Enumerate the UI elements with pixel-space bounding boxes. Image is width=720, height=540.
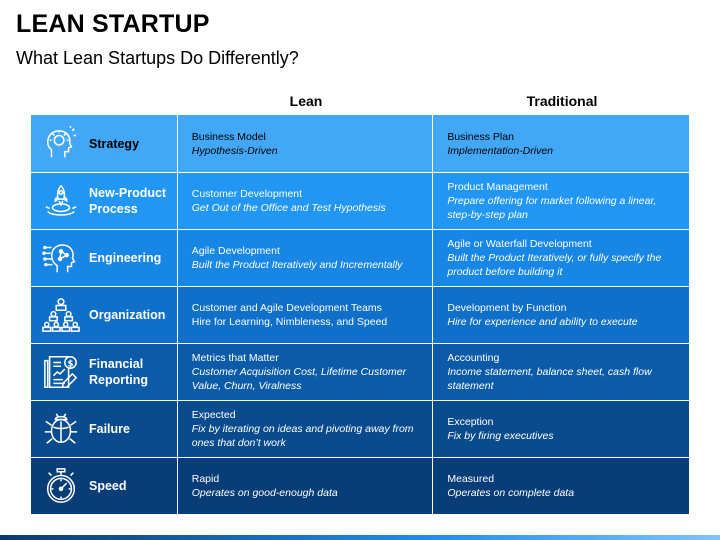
table-row: Strategy Business Model Hypothesis-Drive…: [31, 115, 689, 173]
row-label: Engineering: [89, 251, 162, 265]
traditional-description: Built the Product Iteratively, or fully …: [447, 252, 662, 278]
row-label: Organization: [89, 308, 166, 322]
comparison-table: Strategy Business Model Hypothesis-Drive…: [31, 115, 689, 514]
traditional-description: Fix by firing executives: [447, 430, 554, 442]
table-row: New-Product Process Customer Development…: [31, 173, 689, 230]
lean-cell: Metrics that Matter Customer Acquisition…: [178, 344, 434, 400]
table-row: Engineering Agile Development Built the …: [31, 230, 689, 287]
lean-description: Hire for Learning, Nimbleness, and Speed: [191, 316, 388, 328]
lean-heading: Metrics that Matter: [191, 352, 279, 364]
bug-icon: [39, 407, 83, 451]
table-row: Speed Rapid Operates on good-enough data…: [31, 458, 689, 514]
traditional-cell: Accounting Income statement, balance she…: [433, 344, 689, 400]
ai-head-icon: [39, 236, 83, 280]
traditional-description: Prepare offering for market following a …: [447, 195, 657, 221]
lean-description: Operates on good-enough data: [191, 487, 338, 499]
lean-heading: Customer Development: [191, 188, 303, 200]
row-label: Financial Reporting: [89, 357, 149, 387]
lean-description: Fix by iterating on ideas and pivoting a…: [191, 423, 414, 449]
rocket-launch-icon: [39, 179, 83, 223]
traditional-description: Hire for experience and ability to execu…: [447, 316, 638, 328]
row-label-cell: New-Product Process: [31, 173, 178, 229]
lean-cell: Agile Development Built the Product Iter…: [178, 230, 434, 286]
lean-cell: Expected Fix by iterating on ideas and p…: [178, 401, 434, 457]
row-label: Speed: [89, 479, 127, 493]
lean-heading: Business Model: [191, 130, 266, 143]
traditional-cell: Development by Function Hire for experie…: [433, 287, 689, 343]
traditional-cell: Agile or Waterfall Development Built the…: [433, 230, 689, 286]
lean-description: Get Out of the Office and Test Hypothesi…: [191, 202, 386, 214]
lean-cell: Business Model Hypothesis-Driven: [178, 115, 434, 172]
page-subtitle: What Lean Startups Do Differently?: [16, 48, 299, 68]
traditional-cell: Measured Operates on complete data: [433, 458, 689, 514]
traditional-heading: Accounting: [447, 352, 500, 364]
row-label-cell: Speed: [31, 458, 178, 514]
lean-heading: Agile Development: [191, 245, 280, 257]
brain-idea-icon: [39, 122, 83, 166]
lean-cell: Customer Development Get Out of the Offi…: [178, 173, 434, 229]
table-row: Organization Customer and Agile Developm…: [31, 287, 689, 344]
row-label: Failure: [89, 422, 130, 436]
traditional-description: Operates on complete data: [447, 487, 575, 499]
row-label-cell: Failure: [31, 401, 178, 457]
lean-description: Hypothesis-Driven: [191, 144, 278, 157]
traditional-description: Income statement, balance sheet, cash fl…: [447, 366, 652, 392]
lean-description: Built the Product Iteratively and Increm…: [191, 259, 403, 271]
lean-heading: Expected: [191, 409, 236, 421]
table-row: $ Financial Reporting Metrics that Matte…: [31, 344, 689, 401]
row-label-cell: Organization: [31, 287, 178, 343]
financial-report-icon: $: [39, 350, 83, 394]
footer-accent-bar: [0, 535, 720, 540]
row-label: New-Product Process: [89, 186, 167, 216]
traditional-cell: Exception Fix by firing executives: [433, 401, 689, 457]
lean-heading: Customer and Agile Development Teams: [191, 302, 382, 314]
traditional-heading: Development by Function: [447, 302, 567, 314]
row-label-cell: Engineering: [31, 230, 178, 286]
traditional-cell: Business Plan Implementation-Driven: [433, 115, 689, 172]
traditional-heading: Business Plan: [447, 130, 514, 143]
lean-cell: Customer and Agile Development Teams Hir…: [178, 287, 434, 343]
traditional-heading: Exception: [447, 416, 494, 428]
row-label-cell: Strategy: [31, 115, 178, 172]
traditional-heading: Measured: [447, 473, 495, 485]
lean-cell: Rapid Operates on good-enough data: [178, 458, 434, 514]
stopwatch-icon: [39, 464, 83, 508]
column-header-lean: Lean: [289, 93, 323, 109]
traditional-description: Implementation-Driven: [447, 144, 554, 157]
svg-text:$: $: [68, 359, 74, 369]
org-chart-icon: [39, 293, 83, 337]
lean-description: Customer Acquisition Cost, Lifetime Cust…: [191, 366, 407, 392]
row-label-cell: $ Financial Reporting: [31, 344, 178, 400]
traditional-heading: Product Management: [447, 181, 548, 193]
column-header-traditional: Traditional: [526, 93, 598, 109]
table-row: Failure Expected Fix by iterating on ide…: [31, 401, 689, 458]
row-label: Strategy: [89, 136, 140, 151]
traditional-heading: Agile or Waterfall Development: [447, 238, 592, 250]
page-title: LEAN STARTUP: [16, 10, 210, 38]
lean-heading: Rapid: [191, 473, 220, 485]
traditional-cell: Product Management Prepare offering for …: [433, 173, 689, 229]
